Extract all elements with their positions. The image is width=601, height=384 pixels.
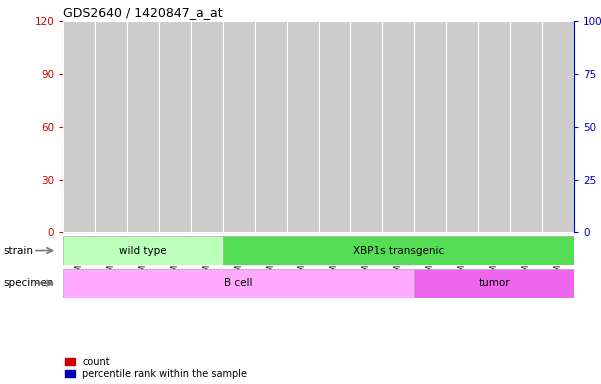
Bar [421, 91, 439, 232]
Bar [453, 104, 471, 232]
FancyBboxPatch shape [382, 21, 414, 232]
Bar [204, 137, 210, 232]
Bar [459, 112, 465, 232]
Bar [358, 136, 375, 232]
Bar [63, 236, 223, 265]
Bar [236, 114, 242, 232]
FancyBboxPatch shape [319, 21, 350, 232]
FancyBboxPatch shape [510, 21, 542, 232]
Text: XBP1s transgenic: XBP1s transgenic [353, 245, 444, 256]
FancyBboxPatch shape [95, 21, 127, 232]
Bar [267, 112, 274, 232]
Bar [166, 141, 184, 232]
FancyBboxPatch shape [478, 21, 510, 232]
Bar [139, 122, 146, 232]
Bar [555, 93, 561, 232]
Bar [549, 61, 567, 232]
FancyBboxPatch shape [287, 21, 319, 232]
Text: B cell: B cell [224, 278, 253, 288]
FancyBboxPatch shape [255, 21, 287, 232]
Bar [134, 137, 151, 232]
FancyBboxPatch shape [63, 21, 95, 232]
Bar [299, 118, 306, 232]
Bar [63, 269, 414, 298]
Bar [198, 155, 216, 232]
Bar [262, 123, 279, 232]
Bar [230, 134, 248, 232]
FancyBboxPatch shape [350, 21, 382, 232]
Legend: count, percentile rank within the sample: count, percentile rank within the sample [65, 357, 248, 379]
FancyBboxPatch shape [223, 21, 255, 232]
Bar [517, 188, 535, 232]
Bar [223, 236, 574, 265]
Bar [76, 135, 82, 232]
Text: strain: strain [3, 245, 33, 256]
Bar [108, 118, 114, 232]
Bar [389, 166, 407, 232]
Bar [70, 157, 88, 232]
FancyBboxPatch shape [414, 21, 446, 232]
Bar [363, 122, 370, 232]
FancyBboxPatch shape [446, 21, 478, 232]
FancyBboxPatch shape [127, 21, 159, 232]
Bar [523, 184, 529, 232]
FancyBboxPatch shape [191, 21, 223, 232]
FancyBboxPatch shape [542, 21, 574, 232]
FancyBboxPatch shape [159, 21, 191, 232]
Bar [427, 108, 433, 232]
Bar [414, 269, 574, 298]
Text: specimen: specimen [3, 278, 53, 288]
Bar [102, 137, 120, 232]
Text: wild type: wild type [119, 245, 166, 256]
Bar [491, 142, 498, 232]
Bar [395, 156, 401, 232]
Text: tumor: tumor [478, 278, 510, 288]
Bar [331, 142, 338, 232]
Bar [294, 129, 311, 232]
Bar [172, 124, 178, 232]
Bar [486, 114, 503, 232]
Text: GDS2640 / 1420847_a_at: GDS2640 / 1420847_a_at [63, 5, 223, 18]
Bar [326, 153, 343, 232]
